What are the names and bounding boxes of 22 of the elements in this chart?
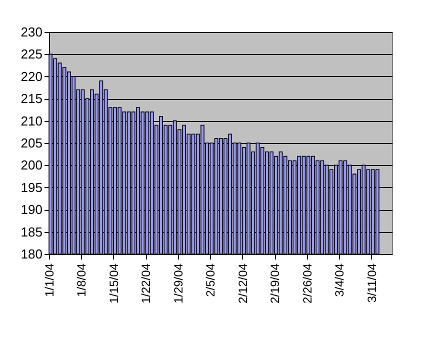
x-tick-label: 2/5/04 (204, 263, 218, 297)
y-tick-label: 190 (20, 202, 42, 218)
y-tick-label: 195 (20, 180, 42, 195)
x-tick-label: 2/26/04 (300, 263, 314, 304)
y-tick-label: 200 (20, 158, 42, 173)
x-tick-label: 1/29/04 (171, 263, 186, 304)
x-tick-label: 1/8/04 (74, 263, 89, 297)
y-tick-label: 210 (20, 113, 42, 128)
x-tick-label: 1/1/04 (42, 263, 56, 297)
y-tick-label: 205 (20, 136, 42, 150)
x-tick-label: 3/11/04 (364, 263, 379, 303)
y-tick-label: 185 (20, 224, 42, 240)
y-tick-label: 230 (20, 24, 42, 40)
x-tick-label: 1/22/04 (139, 263, 154, 304)
x-tick-label: 2/19/04 (268, 263, 282, 304)
y-tick-label: 225 (20, 46, 42, 62)
x-tick-label: 3/4/04 (332, 263, 347, 297)
y-tick-label: 215 (20, 91, 42, 106)
x-tick-label: 2/12/04 (236, 263, 250, 304)
y-tick-label: 220 (20, 68, 42, 84)
y-tick-label: 180 (20, 246, 42, 262)
x-tick-label: 1/15/04 (106, 263, 121, 304)
